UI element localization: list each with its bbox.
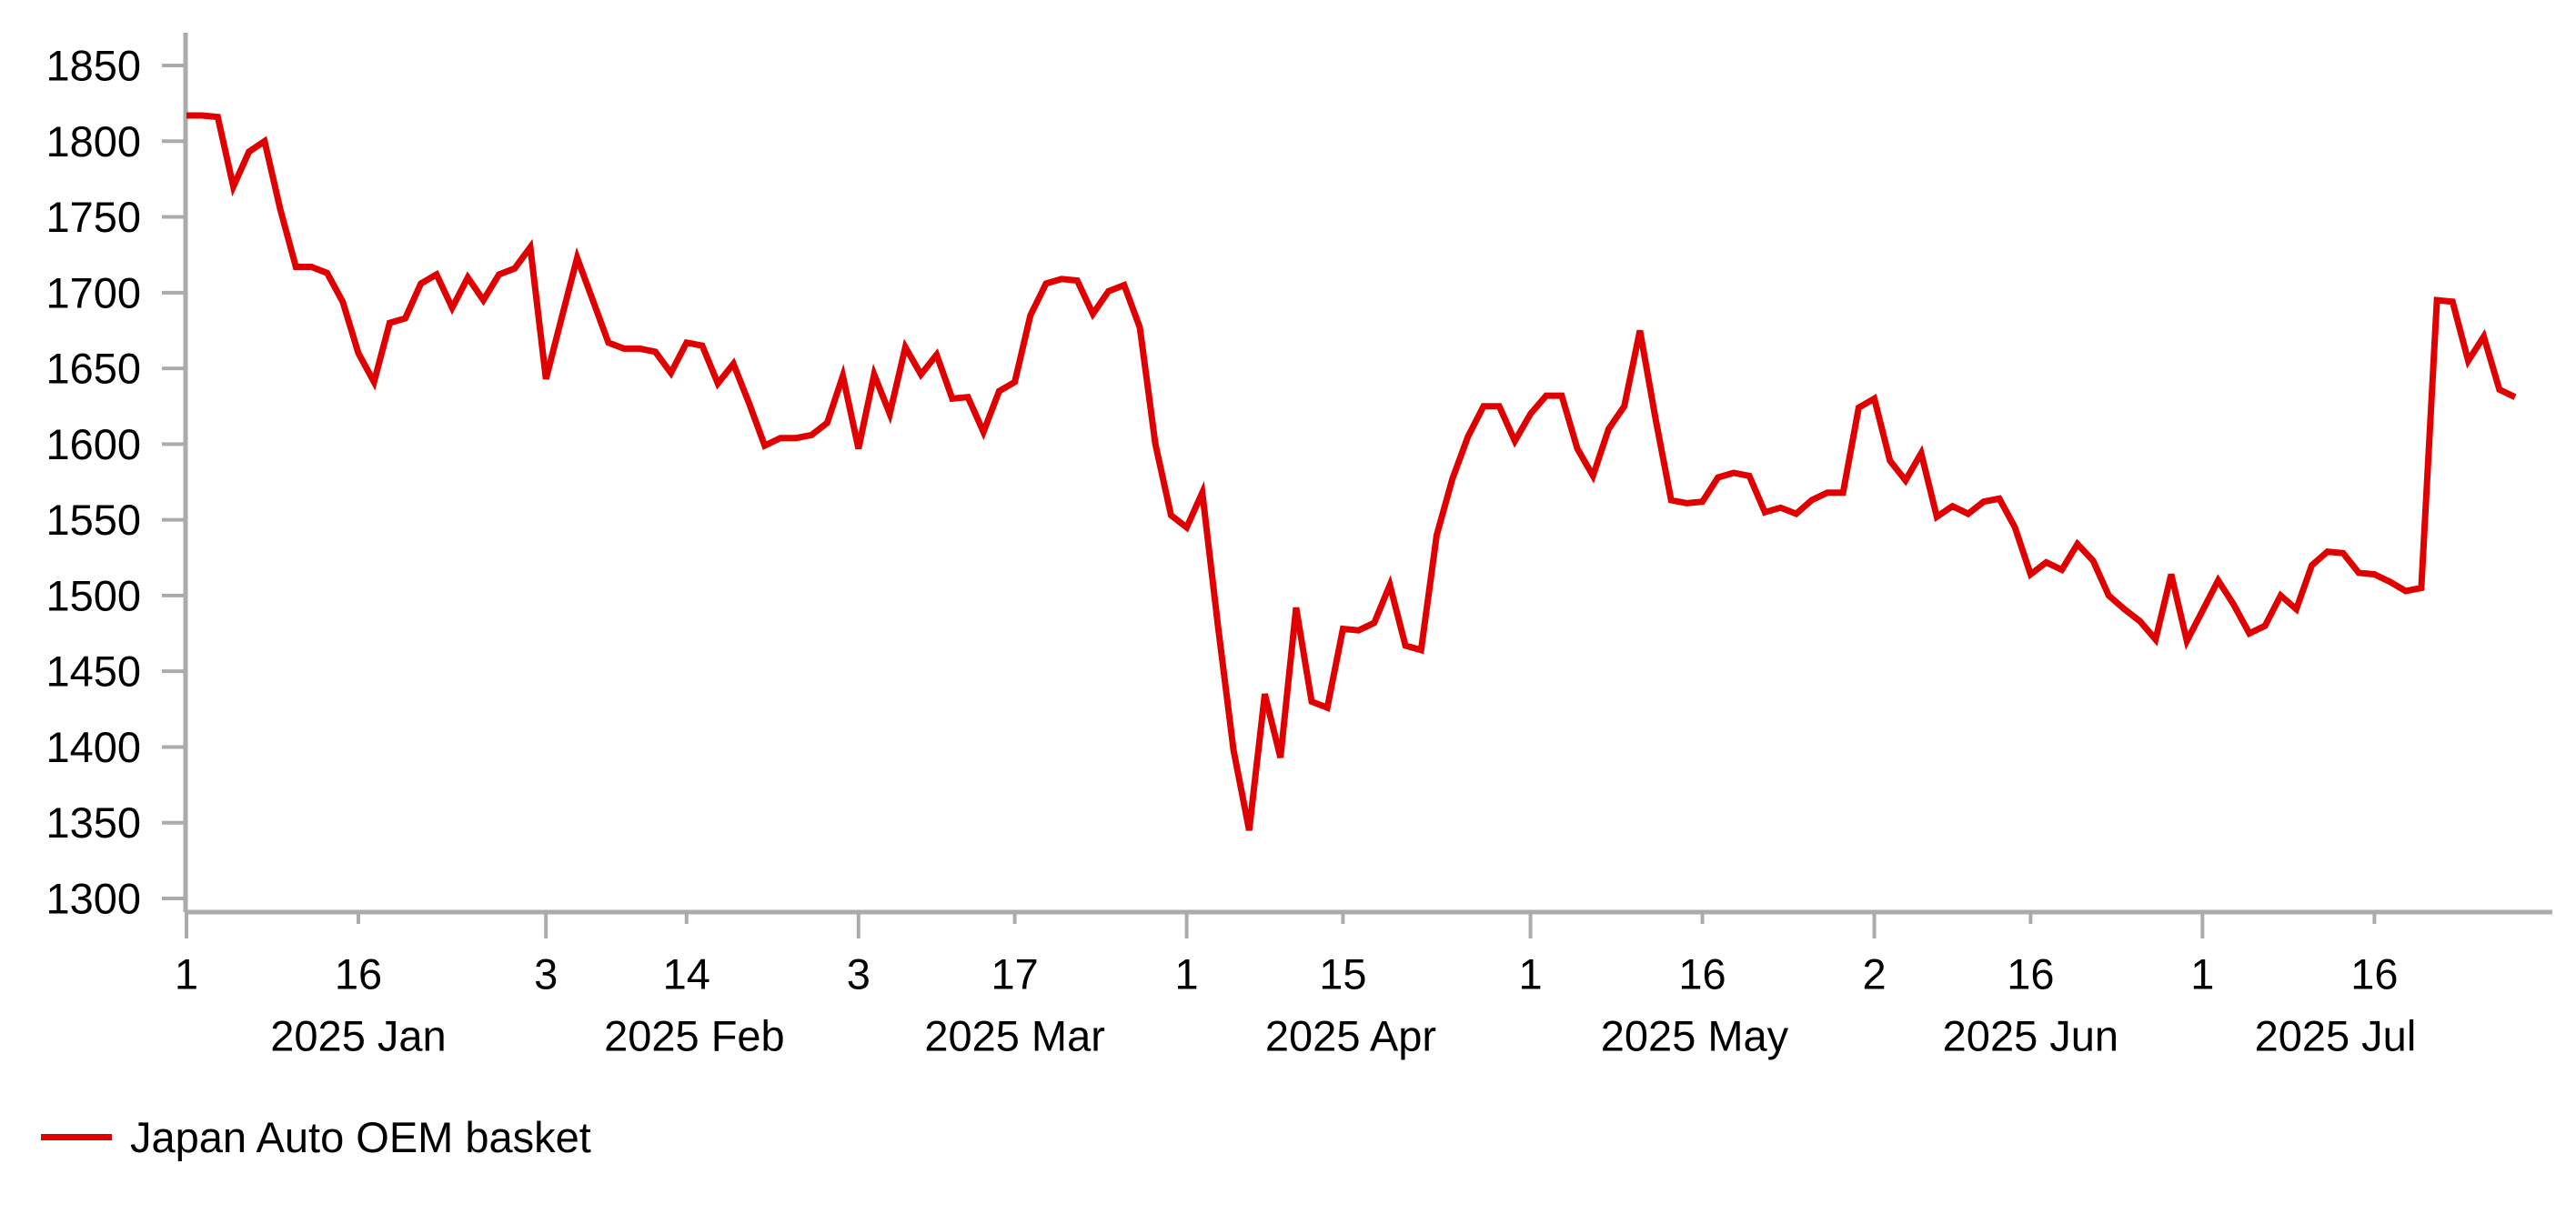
x-tick-day-label: 1: [1175, 950, 1199, 998]
x-tick-day-label: 1: [2190, 950, 2214, 998]
y-tick-label: 1650: [45, 345, 141, 393]
y-tick-label: 1850: [45, 42, 141, 90]
y-tick-label: 1500: [45, 571, 141, 619]
x-tick-day-label: 17: [991, 950, 1038, 998]
y-tick-label: 1700: [45, 268, 141, 316]
x-month-label: 2025 Apr: [1265, 1012, 1436, 1060]
x-tick-day-label: 3: [847, 950, 870, 998]
y-tick-label: 1300: [45, 875, 141, 923]
legend: Japan Auto OEM basket: [41, 1112, 591, 1161]
x-tick-day-label: 15: [1319, 950, 1366, 998]
series-line-japan-auto-oem-basket: [186, 112, 2517, 831]
x-tick-day-label: 16: [1678, 950, 1726, 998]
x-tick-day-label: 2: [1863, 950, 1887, 998]
x-tick-day-label: 16: [2350, 950, 2398, 998]
x-month-label: 2025 Mar: [924, 1012, 1105, 1060]
x-month-label: 2025 Jun: [1943, 1012, 2118, 1060]
x-tick-day-label: 16: [2007, 950, 2054, 998]
y-tick-label: 1550: [45, 496, 141, 544]
y-tick-label: 1600: [45, 420, 141, 468]
x-tick-day-label: 14: [663, 950, 710, 998]
y-tick-label: 1400: [45, 723, 141, 771]
x-tick-day-label: 1: [175, 950, 198, 998]
x-month-label: 2025 May: [1601, 1012, 1789, 1060]
legend-line-swatch: [41, 1133, 112, 1140]
x-month-label: 2025 Jan: [270, 1012, 446, 1060]
y-tick-label: 1450: [45, 647, 141, 696]
x-tick-day-label: 1: [1519, 950, 1543, 998]
y-tick-label: 1750: [45, 193, 141, 241]
x-tick-day-label: 3: [534, 950, 558, 998]
x-month-label: 2025 Feb: [604, 1012, 785, 1060]
x-tick-day-label: 16: [335, 950, 382, 998]
y-tick-label: 1350: [45, 798, 141, 847]
x-month-label: 2025 Jul: [2255, 1012, 2417, 1060]
legend-label: Japan Auto OEM basket: [130, 1112, 591, 1161]
y-tick-label: 1800: [45, 117, 141, 166]
